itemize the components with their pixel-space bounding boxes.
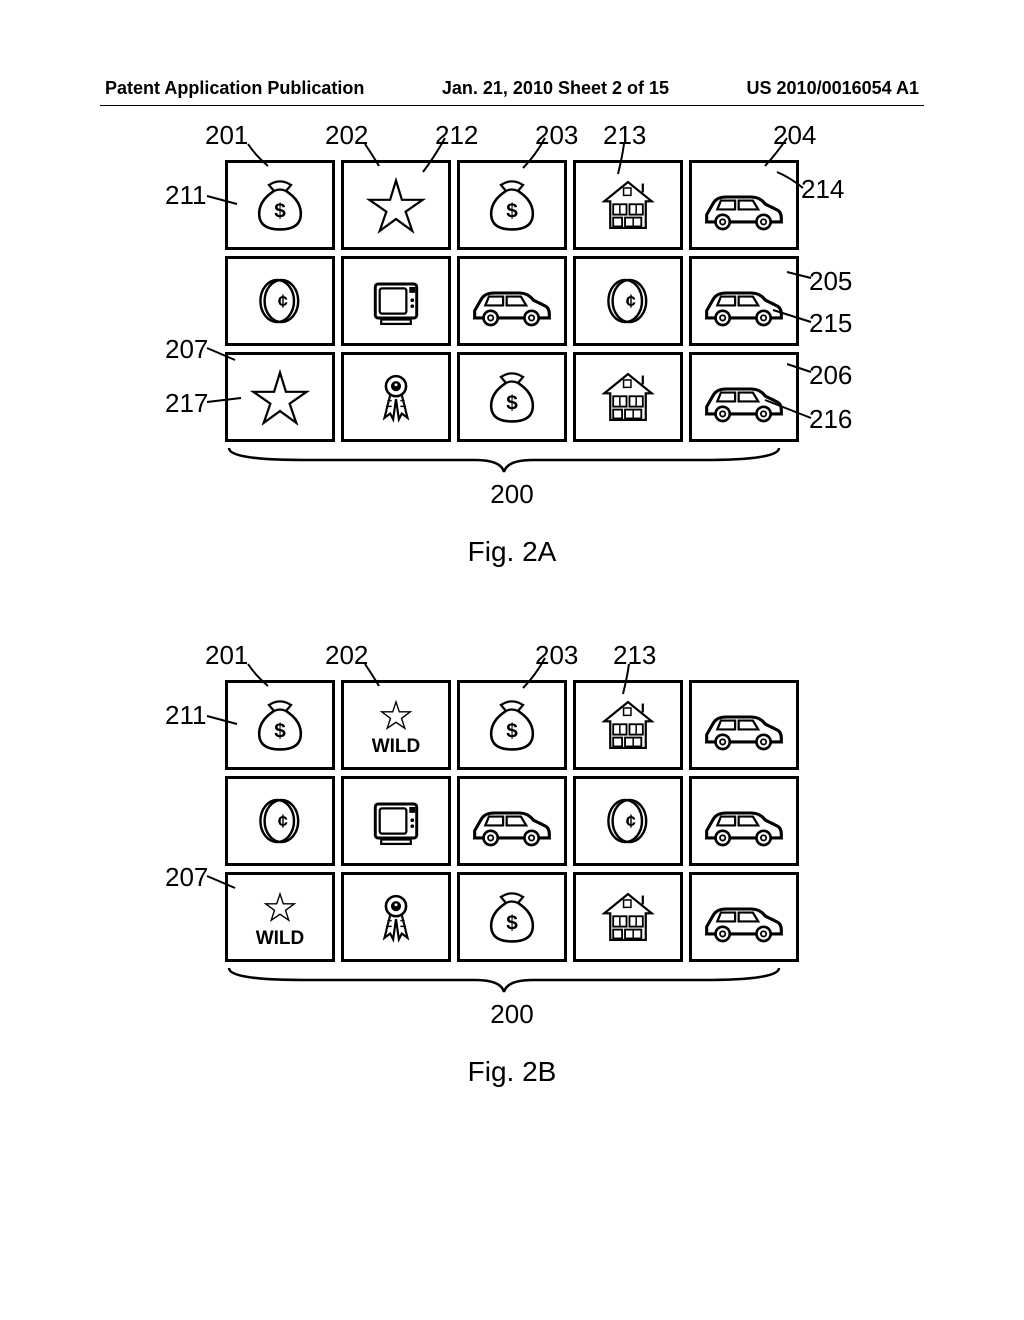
slot-cell-ribbon — [341, 872, 451, 962]
ref-211: 211 — [165, 180, 206, 211]
caption-2b: Fig. 2B — [225, 1056, 799, 1088]
brace-2a — [225, 444, 783, 474]
ref-207: 207 — [165, 334, 208, 365]
ref-201b: 201 — [205, 640, 248, 671]
slot-cell-car — [689, 352, 799, 442]
header-center: Jan. 21, 2010 Sheet 2 of 15 — [442, 78, 669, 99]
grid-ref-200-a: 200 — [225, 479, 799, 510]
ref-216: 216 — [809, 404, 852, 435]
slot-cell-house — [573, 352, 683, 442]
slot-cell-car — [689, 256, 799, 346]
caption-2a: Fig. 2A — [225, 536, 799, 568]
ref-202b: 202 — [325, 640, 368, 671]
page-header: Patent Application Publication Jan. 21, … — [0, 78, 1024, 99]
slot-cell-coin — [225, 776, 335, 866]
ref-205: 205 — [809, 266, 852, 297]
ref-217: 217 — [165, 388, 208, 419]
brace-2b — [225, 964, 783, 994]
figure-2b: 201 202 203 213 211 207 WILDWILD 200 Fig… — [225, 680, 799, 1088]
slot-cell-house — [573, 872, 683, 962]
grid-ref-200-b: 200 — [225, 999, 799, 1030]
slot-cell-coin — [573, 256, 683, 346]
slot-cell-car — [457, 776, 567, 866]
slot-grid-2b: WILDWILD — [225, 680, 799, 962]
slot-cell-car — [457, 256, 567, 346]
ref-202: 202 — [325, 120, 368, 151]
ref-211b: 211 — [165, 700, 206, 731]
slot-cell-tv — [341, 256, 451, 346]
slot-cell-star_wild: WILD — [341, 680, 451, 770]
slot-cell-car — [689, 680, 799, 770]
slot-cell-moneybag — [457, 352, 567, 442]
ref-206: 206 — [809, 360, 852, 391]
ref-201: 201 — [205, 120, 248, 151]
slot-cell-moneybag — [457, 872, 567, 962]
slot-cell-coin — [573, 776, 683, 866]
slot-cell-coin — [225, 256, 335, 346]
slot-cell-tv — [341, 776, 451, 866]
figure-2a: 201 202 212 203 213 204 211 214 205 215 … — [225, 160, 799, 568]
slot-cell-ribbon — [341, 352, 451, 442]
ref-215: 215 — [809, 308, 852, 339]
ref-214: 214 — [801, 174, 844, 205]
header-left: Patent Application Publication — [105, 78, 364, 99]
header-right: US 2010/0016054 A1 — [747, 78, 919, 99]
slot-cell-car — [689, 776, 799, 866]
slot-cell-car — [689, 872, 799, 962]
slot-grid-2a — [225, 160, 799, 442]
ref-207b: 207 — [165, 862, 208, 893]
header-rule — [100, 105, 924, 106]
